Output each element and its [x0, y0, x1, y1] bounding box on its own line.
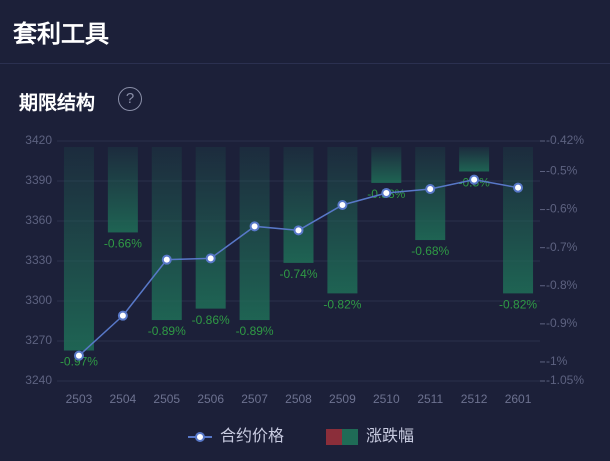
bar-label: -0.82% — [323, 298, 361, 312]
legend-label: 涨跌幅 — [366, 427, 414, 445]
bar-label: -0.82% — [499, 298, 537, 312]
x-tick-label: 2503 — [66, 392, 93, 406]
bar-label: -0.74% — [279, 267, 317, 281]
bar — [371, 147, 402, 183]
header-title: 套利工具 — [13, 21, 109, 48]
y-tick-label: 3390 — [25, 173, 52, 187]
separator — [0, 63, 610, 64]
legend-label: 合约价格 — [220, 427, 284, 445]
bar-label: -0.66% — [104, 237, 142, 251]
y2-tick-label: -0.42% — [546, 133, 584, 147]
y2-tick-label: -0.7% — [546, 240, 578, 254]
y-tick-label: 3330 — [25, 253, 52, 267]
y-tick-label: 3240 — [25, 373, 52, 387]
help-icon[interactable]: ? — [118, 87, 142, 111]
legend-swatch-down — [342, 429, 358, 445]
bar — [107, 147, 138, 233]
x-tick-label: 2505 — [153, 392, 180, 406]
price-point — [73, 350, 84, 361]
bar-label: -0.86% — [192, 313, 230, 327]
x-tick-label: 2508 — [285, 392, 312, 406]
price-point — [425, 184, 436, 194]
y2-tick-label: -0.9% — [546, 316, 578, 330]
price-point — [205, 253, 216, 264]
y2-tick-label: -0.8% — [546, 278, 578, 292]
y2-tick-label: -0.5% — [546, 164, 578, 178]
price-point — [513, 182, 524, 193]
price-point — [249, 221, 260, 232]
y2-tick-label: -1% — [546, 354, 568, 368]
x-tick-label: 2504 — [110, 392, 137, 406]
bar-label: -0.68% — [411, 244, 449, 258]
y-tick-label: 3360 — [25, 213, 52, 227]
price-point — [293, 225, 304, 236]
x-tick-label: 2601 — [505, 392, 532, 406]
x-tick-label: 2510 — [373, 392, 400, 406]
y-tick-label: 3300 — [25, 293, 52, 307]
price-point — [117, 310, 128, 321]
x-tick-label: 2507 — [241, 392, 268, 406]
x-tick-label: 2511 — [417, 392, 443, 406]
y2-tick-label: -1.05% — [546, 373, 584, 387]
bar — [195, 147, 226, 309]
bar — [459, 147, 490, 172]
y-tick-label: 3420 — [25, 133, 52, 147]
price-point — [381, 188, 392, 198]
bar-label: -0.89% — [148, 324, 186, 338]
x-tick-label: 2509 — [329, 392, 356, 406]
bar-label: -0.89% — [236, 324, 274, 338]
x-tick-label: 2512 — [461, 392, 488, 406]
price-point — [337, 200, 348, 210]
bar — [503, 147, 534, 294]
bar — [151, 147, 182, 321]
x-tick-label: 2506 — [197, 392, 224, 406]
bar — [327, 147, 358, 294]
y-tick-label: 3270 — [25, 333, 52, 347]
y2-tick-label: -0.6% — [546, 202, 578, 216]
bar-label: -0.97% — [60, 355, 98, 369]
bar — [283, 147, 314, 263]
price-point — [161, 254, 172, 265]
price-point — [469, 174, 480, 185]
bar — [63, 147, 94, 351]
legend-dot — [195, 432, 205, 442]
section-title: 期限结构 — [19, 93, 96, 114]
legend-swatch-up — [326, 429, 342, 445]
